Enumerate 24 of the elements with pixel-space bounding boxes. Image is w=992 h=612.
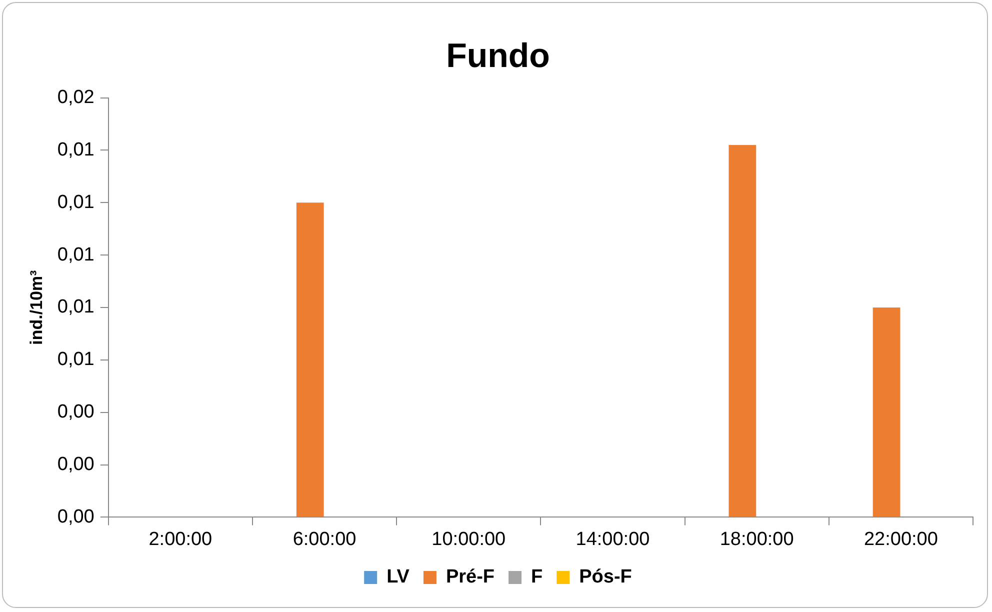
bar [296,202,324,517]
bar [872,308,900,517]
y-tick-label: 0,00 [57,454,94,476]
legend-label: Pré-F [446,566,495,588]
y-tick-label: 0,01 [57,192,94,213]
x-tick-label: 18:00:00 [720,528,794,550]
y-tick-label: 0,01 [57,139,94,160]
legend-label: Pós-F [579,566,632,588]
legend-label: LV [386,566,410,588]
y-tick-label: 0,00 [57,402,94,423]
y-tick-label: 0,01 [57,244,94,266]
y-axis-title: ind./10m³ [26,270,46,345]
x-tick-label: 2:00:00 [148,528,212,550]
y-tick-label: 0,02 [57,87,94,108]
x-tick-label: 6:00:00 [292,528,356,550]
x-tick-label: 14:00:00 [576,528,650,550]
y-tick-label: 0,01 [57,296,94,318]
bar [728,144,756,517]
x-tick-label: 22:00:00 [864,528,938,550]
chart-title: Fundo [446,36,550,75]
x-tick-label: 10:00:00 [432,528,506,550]
y-tick-label: 0,01 [57,349,94,370]
y-tick-label: 0,00 [57,506,94,528]
legend-label: F [531,566,543,588]
